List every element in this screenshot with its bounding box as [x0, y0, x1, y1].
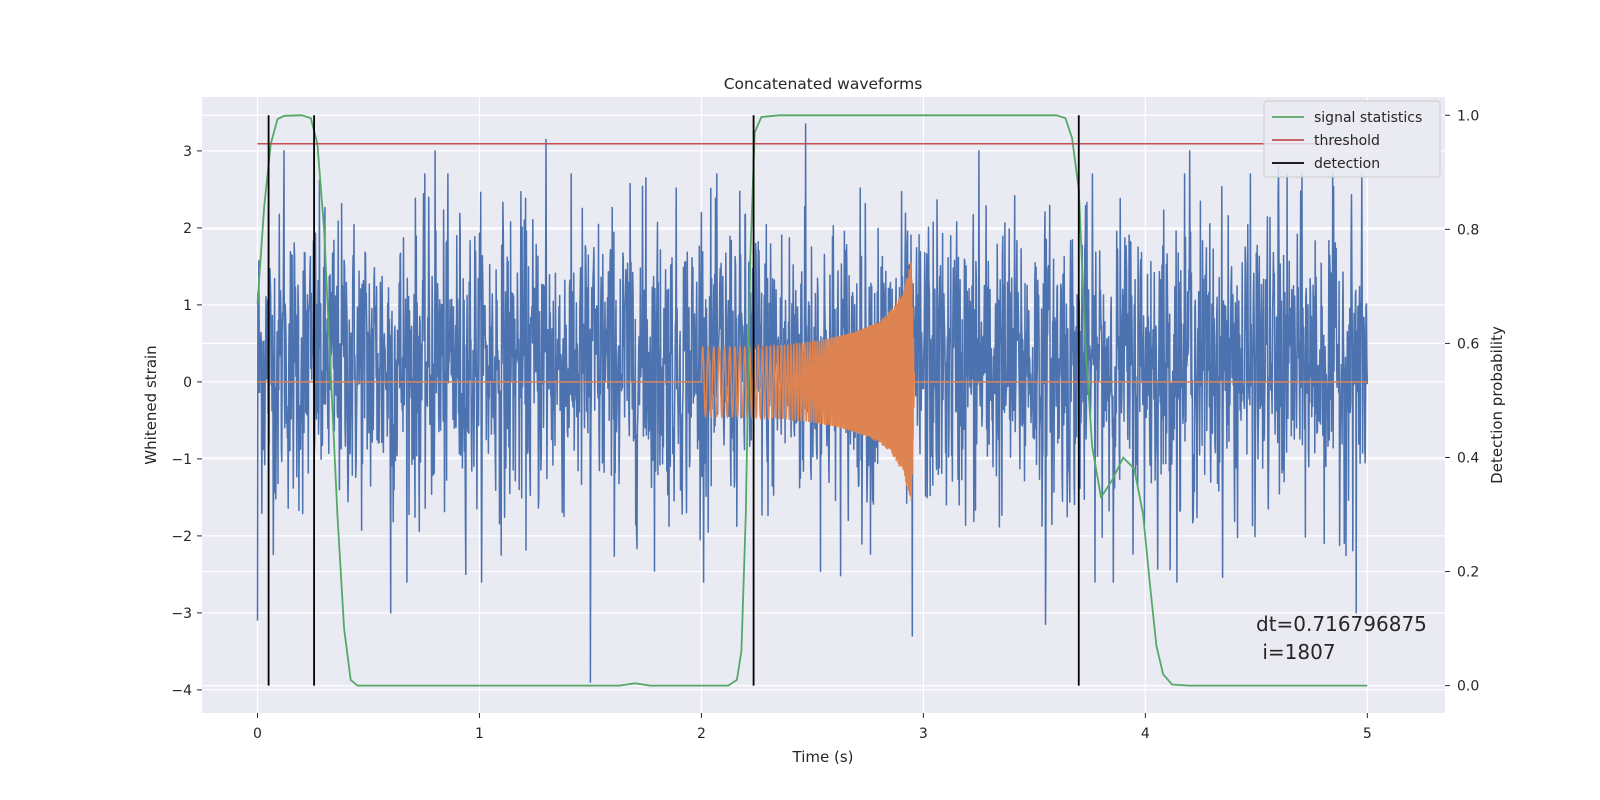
x-tick-label: 5 [1363, 726, 1372, 742]
annotation-i: i=1807 [1256, 640, 1336, 664]
y2-axis-label: Detection probability [1488, 326, 1506, 484]
x-tick-label: 2 [697, 726, 706, 742]
y-tick-label: 0 [183, 375, 192, 391]
axis-ticks: 0 1 2 3 4 5 −4 −3 −2 −1 0 1 2 3 0.0 0.2 0.4 0.6 0.8 1.0 [171, 108, 1479, 742]
x-tick-label: 1 [475, 726, 484, 742]
series-chirp-line [257, 261, 1368, 501]
y2-tick-label: 0.6 [1457, 336, 1479, 352]
x-tick-label: 0 [253, 726, 262, 742]
y2-tick-label: 0.0 [1457, 679, 1479, 695]
y-axis-label: Whitened strain [142, 345, 160, 464]
legend-label: signal statistics [1314, 110, 1422, 126]
chart-title: Concatenated waveforms [724, 75, 923, 93]
x-tick-label: 4 [1141, 726, 1150, 742]
y-tick-label: −4 [171, 683, 192, 699]
legend-label: detection [1314, 156, 1380, 172]
legend: signal statistics threshold detection [1263, 100, 1441, 178]
legend-frame [1263, 100, 1441, 178]
y-tick-label: 2 [183, 221, 192, 237]
annotation-dt: dt=0.716796875 [1256, 612, 1427, 636]
y2-tick-label: 0.4 [1457, 450, 1479, 466]
plot-content [256, 114, 1369, 687]
y-tick-label: 1 [183, 298, 192, 314]
y-tick-label: 3 [183, 144, 192, 160]
y2-tick-label: 0.8 [1457, 222, 1479, 238]
x-tick-label: 3 [919, 726, 928, 742]
y-tick-label: −1 [171, 452, 192, 468]
y-tick-label: −3 [171, 606, 192, 622]
y2-tick-label: 1.0 [1457, 108, 1479, 124]
legend-label: threshold [1314, 133, 1380, 149]
y-tick-label: −2 [171, 529, 192, 545]
y2-tick-label: 0.2 [1457, 565, 1479, 581]
x-axis-label: Time (s) [792, 748, 854, 766]
